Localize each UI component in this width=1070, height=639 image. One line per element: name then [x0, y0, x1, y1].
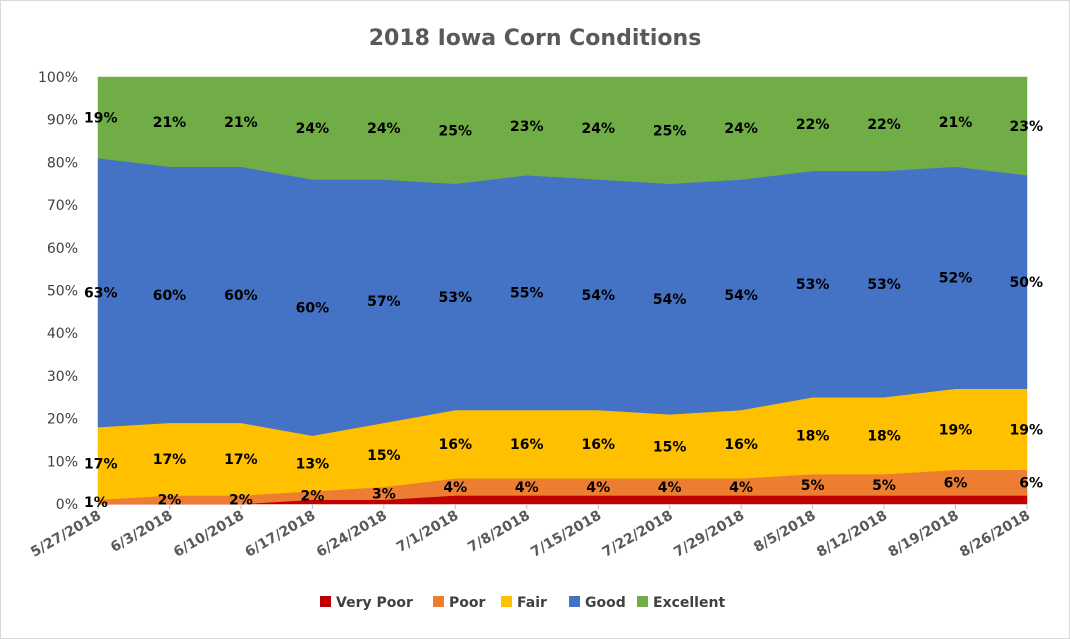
data-label-good: 52% — [939, 271, 973, 287]
data-label-fair: 15% — [653, 439, 687, 455]
data-label-excellent: 19% — [84, 111, 118, 127]
data-label-fair: 16% — [724, 437, 758, 453]
data-label-good: 60% — [153, 288, 187, 304]
x-tick-label: 6/10/2018 — [171, 508, 247, 561]
data-label-good: 50% — [1009, 275, 1043, 291]
y-tick-label: 30% — [47, 369, 78, 385]
legend-label-very-poor: Very Poor — [336, 595, 413, 611]
x-tick-label: 8/5/2018 — [751, 508, 818, 556]
data-label-excellent: 22% — [867, 117, 901, 133]
y-tick-label: 50% — [47, 284, 78, 300]
y-tick-label: 70% — [47, 198, 78, 214]
data-label-good: 54% — [653, 292, 687, 308]
data-label-poor: 4% — [729, 480, 753, 496]
data-label-fair: 16% — [581, 437, 615, 453]
data-label-poor: 6% — [1019, 476, 1043, 492]
y-tick-label: 0% — [56, 497, 78, 513]
data-label-excellent: 21% — [153, 115, 187, 131]
data-label-excellent: 22% — [796, 117, 830, 133]
data-label-fair: 17% — [84, 456, 118, 472]
data-label-fair: 16% — [439, 437, 473, 453]
data-label-poor: 5% — [801, 478, 825, 494]
data-label-good: 53% — [439, 290, 473, 306]
data-label-good: 55% — [510, 286, 544, 302]
y-tick-label: 90% — [47, 113, 78, 129]
legend-label-poor: Poor — [449, 595, 485, 611]
data-label-fair: 17% — [153, 452, 187, 468]
x-tick-label: 6/3/2018 — [108, 508, 175, 556]
data-label-poor: 1% — [84, 495, 108, 511]
legend-label-excellent: Excellent — [653, 595, 725, 611]
data-labels: 1% 2% 2% 2% 3% 4% 4% 4% 4% 4% 5% 5% 6% 6% 17% 17% 17% 13%… — [84, 111, 1043, 511]
chart-title: 2018 Iowa Corn Conditions — [369, 26, 702, 51]
plot-area — [97, 76, 1028, 505]
legend-swatch-good — [569, 596, 580, 607]
data-label-excellent: 24% — [296, 121, 330, 137]
data-label-poor: 6% — [944, 476, 968, 492]
data-label-good: 53% — [867, 277, 901, 293]
data-label-good: 53% — [796, 277, 830, 293]
x-tick-label: 7/22/2018 — [600, 508, 676, 561]
x-tick-label: 8/12/2018 — [814, 508, 890, 561]
data-label-fair: 18% — [796, 429, 830, 445]
data-label-poor: 3% — [372, 486, 396, 502]
legend-swatch-very-poor — [320, 596, 331, 607]
x-tick-label: 8/26/2018 — [957, 508, 1033, 561]
data-label-excellent: 25% — [439, 123, 473, 139]
legend-swatch-poor — [433, 596, 444, 607]
area-excellent — [97, 76, 1028, 185]
x-tick-label: 6/17/2018 — [242, 508, 318, 561]
legend-label-fair: Fair — [517, 595, 547, 611]
data-label-fair: 16% — [510, 437, 544, 453]
data-label-excellent: 23% — [510, 119, 544, 135]
y-tick-label: 60% — [47, 241, 78, 257]
data-label-good: 60% — [224, 288, 258, 304]
y-tick-label: 100% — [38, 70, 78, 86]
legend-swatch-fair — [501, 596, 512, 607]
data-label-poor: 2% — [158, 493, 182, 509]
y-tick-label: 80% — [47, 155, 78, 171]
x-axis: 5/27/2018 6/3/20186/10/20186/17/20186/24/… — [28, 504, 1033, 561]
x-tick-label: 5/27/2018 — [28, 508, 104, 561]
data-label-excellent: 24% — [367, 121, 401, 137]
data-label-excellent: 23% — [1009, 119, 1043, 135]
data-label-poor: 5% — [872, 478, 896, 494]
data-label-fair: 19% — [939, 422, 973, 438]
x-tick-label: 7/1/2018 — [394, 508, 461, 556]
data-label-fair: 19% — [1009, 422, 1043, 438]
data-label-fair: 18% — [867, 429, 901, 445]
data-label-fair: 13% — [296, 456, 330, 472]
legend-label-good: Good — [585, 595, 626, 611]
data-label-good: 54% — [581, 288, 615, 304]
x-tick-label: 7/15/2018 — [528, 508, 604, 561]
legend-swatch-excellent — [637, 596, 648, 607]
data-label-excellent: 24% — [724, 121, 758, 137]
x-tick-label: 6/24/2018 — [314, 508, 390, 561]
data-label-poor: 4% — [515, 480, 539, 496]
data-label-fair: 15% — [367, 448, 401, 464]
legend: Very Poor Poor Fair Good Excellent — [320, 595, 725, 611]
data-label-good: 60% — [296, 301, 330, 317]
data-label-excellent: 24% — [581, 121, 615, 137]
data-label-poor: 2% — [229, 493, 253, 509]
data-label-good: 54% — [724, 288, 758, 304]
x-tick-label: 8/19/2018 — [886, 508, 962, 561]
data-label-good: 63% — [84, 286, 118, 302]
y-axis: 0% 10% 20% 30% 40% 50% 60% 70% 80% 90% 100% — [38, 70, 78, 513]
data-label-poor: 4% — [586, 480, 610, 496]
y-tick-label: 20% — [47, 412, 78, 428]
data-label-excellent: 21% — [939, 115, 973, 131]
data-label-poor: 4% — [443, 480, 467, 496]
data-label-excellent: 25% — [653, 123, 687, 139]
y-tick-label: 10% — [47, 454, 78, 470]
x-tick-label: 7/8/2018 — [465, 508, 532, 556]
data-label-good: 57% — [367, 294, 401, 310]
data-label-poor: 4% — [658, 480, 682, 496]
x-tick-label: 7/29/2018 — [671, 508, 747, 561]
y-tick-label: 40% — [47, 326, 78, 342]
data-label-fair: 17% — [224, 452, 258, 468]
data-label-poor: 2% — [300, 488, 324, 504]
data-label-excellent: 21% — [224, 115, 258, 131]
